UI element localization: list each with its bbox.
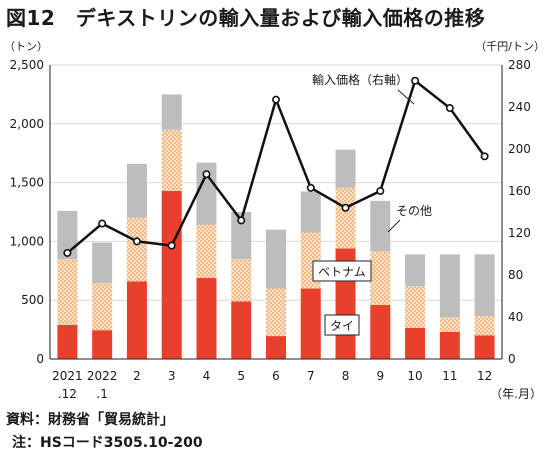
price-point	[202, 170, 211, 179]
axes: 05001,0001,5002,0002,5000408012016020024…	[4, 40, 545, 401]
left-tick-label: 1,000	[10, 234, 44, 248]
annotation-other-label: その他	[396, 204, 432, 218]
left-tick-label: 500	[21, 293, 44, 307]
price-point	[480, 152, 489, 161]
bar-segment-3	[57, 210, 78, 260]
annotation-thai-label: タイ	[330, 319, 354, 333]
bar-segment-2	[92, 283, 113, 331]
right-tick-label: 240	[508, 100, 531, 114]
bar-segment-1	[126, 281, 147, 359]
bar-segment-3	[231, 212, 252, 260]
source-note: 資料：財務省「貿易統計」	[6, 412, 174, 428]
remark-note: 注：HSコード3505.10-200	[12, 435, 203, 451]
right-tick-label: 0	[508, 352, 516, 366]
bar-segment-3	[370, 200, 391, 252]
x-tick-label: 2021	[52, 369, 83, 383]
right-axis-unit: （千円/トン）	[475, 40, 545, 53]
bar-segment-3	[300, 191, 321, 233]
bar-segment-3	[266, 229, 286, 289]
bar-segment-1	[231, 301, 252, 359]
left-tick-label: 1,500	[10, 176, 44, 190]
x-tick-label: .1	[96, 387, 107, 401]
x-axis-unit: （年.月）	[490, 387, 542, 401]
bar-segment-3	[196, 162, 217, 225]
bar-segment-3	[126, 163, 147, 218]
bar-segment-1	[266, 336, 286, 359]
annotation-price-label: 輸入価格（右軸）	[312, 72, 408, 87]
price-point	[132, 237, 141, 246]
price-point	[445, 104, 454, 113]
bar-segment-2	[474, 316, 495, 336]
annotation-price-leader	[397, 89, 415, 105]
bar-segment-3	[405, 254, 426, 287]
x-tick-label: 9	[376, 369, 384, 383]
bar-segment-3	[335, 149, 356, 188]
annotation-vietnam-box	[312, 260, 372, 282]
x-tick-label: 5	[237, 369, 245, 383]
x-tick-label: 10	[407, 369, 422, 383]
bar-segment-1	[405, 327, 426, 359]
x-tick-label: 4	[203, 369, 211, 383]
bar-segment-2	[161, 129, 182, 191]
bar-segment-1	[474, 335, 495, 359]
price-point	[341, 203, 350, 212]
x-tick-label: 7	[307, 369, 315, 383]
bar-segment-1	[370, 304, 391, 359]
bar-segment-2	[126, 217, 147, 282]
right-tick-label: 160	[508, 184, 531, 198]
bar-segment-3	[439, 254, 460, 318]
right-tick-label: 200	[508, 142, 531, 156]
annotation-vietnam-label: ベトナム	[318, 265, 366, 279]
bar-segment-2	[370, 251, 391, 305]
bar-segment-1	[439, 331, 460, 359]
bar-segment-2	[196, 224, 217, 278]
annotation-thai-box	[324, 314, 360, 336]
annotation-other-leader	[387, 219, 401, 233]
bar-segment-1	[57, 324, 78, 359]
right-tick-label: 80	[508, 268, 523, 282]
bar-segment-1	[92, 330, 113, 359]
right-tick-label: 40	[508, 310, 523, 324]
price-point	[237, 216, 246, 225]
price-point	[271, 95, 280, 104]
x-tick-label: 12	[477, 369, 492, 383]
left-tick-label: 0	[36, 352, 44, 366]
bar-segment-3	[161, 94, 182, 130]
figure-title: 図12 デキストリンの輸入量および輸入価格の推移	[6, 6, 486, 30]
left-axis-unit: （トン）	[4, 40, 48, 53]
right-tick-label: 280	[508, 58, 531, 72]
bar-segment-2	[57, 259, 78, 325]
bar-segment-3	[92, 242, 113, 284]
bar-segment-1	[161, 190, 182, 359]
bar-segment-2	[439, 317, 460, 332]
price-point	[63, 248, 72, 257]
x-tick-label: 3	[168, 369, 176, 383]
x-tick-label: .12	[58, 387, 77, 401]
left-tick-label: 2,500	[10, 58, 44, 72]
bar-segment-2	[335, 187, 356, 249]
price-line	[63, 76, 489, 257]
right-tick-label: 120	[508, 226, 531, 240]
bar-segment-2	[405, 286, 426, 328]
x-tick-label: 6	[272, 369, 280, 383]
bar-segment-2	[231, 259, 252, 302]
price-point	[411, 76, 420, 85]
price-point	[376, 187, 385, 196]
x-tick-label: 2022	[87, 369, 118, 383]
price-point	[306, 183, 315, 192]
x-tick-label: 2	[133, 369, 141, 383]
bar-segment-1	[300, 288, 321, 359]
bar-segment-2	[266, 288, 286, 337]
bar-segment-3	[474, 254, 495, 317]
left-tick-label: 2,000	[10, 117, 44, 131]
price-point	[98, 219, 107, 228]
x-tick-label: 11	[442, 369, 457, 383]
bar-segment-1	[196, 277, 217, 359]
price-point	[167, 241, 176, 250]
x-tick-label: 8	[342, 369, 350, 383]
bars	[57, 94, 495, 359]
